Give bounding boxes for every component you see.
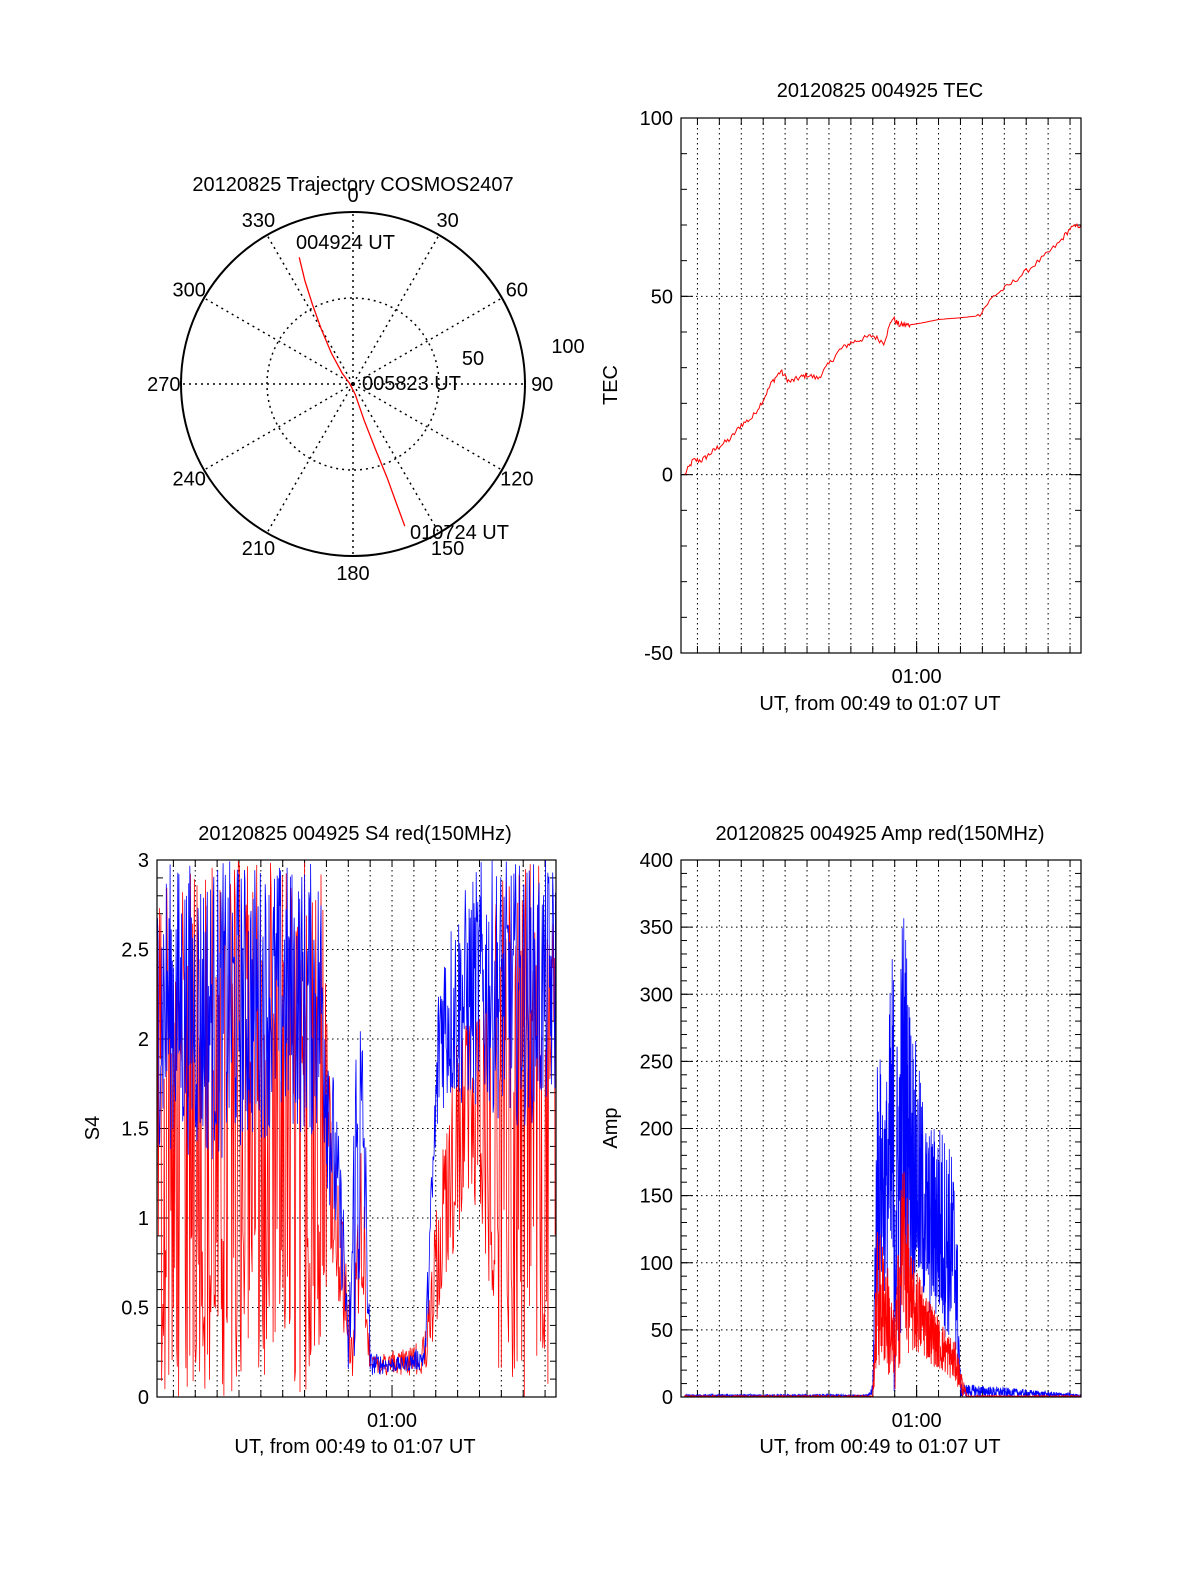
polar-spoke [352,234,440,385]
y-tick-label: 50 [651,286,673,308]
amp-y-axis-label: Amp [600,1107,622,1148]
polar-spoke [352,383,440,534]
polar-grid [180,211,526,557]
y-tick-label: 1 [138,1208,149,1230]
tec-panel: 20120825 004925 TEC TEC UT, from 00:49 t… [600,80,1082,715]
s4-series-group [157,860,556,1397]
polar-outer-ring [180,211,526,557]
polar-spoke [203,297,354,385]
y-tick-label: 1.5 [121,1119,149,1141]
polar-spoke [266,234,354,385]
polar-azimuth-label: 240 [172,469,205,491]
s4-title: 20120825 004925 S4 red(150MHz) [198,823,512,845]
s4-x-axis-label: UT, from 00:49 to 01:07 UT [234,1436,475,1458]
amp-panel: 20120825 004925 Amp red(150MHz) Amp UT, … [600,823,1082,1458]
y-tick-label: 150 [640,1186,673,1208]
s4-panel: 20120825 004925 S4 red(150MHz) S4 UT, fr… [82,823,557,1458]
polar-azimuth-label: 180 [336,563,369,585]
tec-title: 20120825 004925 TEC [777,80,983,102]
y-tick-label: 250 [640,1051,673,1073]
y-tick-label: 100 [640,1253,673,1275]
polar-azimuth-label: 330 [242,210,275,232]
polar-azimuth-label: 150 [431,538,464,560]
polar-trajectory-line [298,257,406,527]
trajectory-panel: 20120825 Trajectory COSMOS2407 0 30 60 90 12… [147,174,585,585]
y-tick-label: 0 [662,1387,673,1409]
polar-spoke [203,383,354,471]
amp-blue-series [684,918,1081,1397]
amp-series-group [684,918,1081,1397]
polar-radial-label-100: 100 [551,336,584,358]
y-tick-label: 2.5 [121,940,149,962]
amp-x-axis-label: UT, from 00:49 to 01:07 UT [759,1436,1000,1458]
polar-azimuth-label: 30 [436,210,458,232]
polar-labels: 0 30 60 90 120 150 180 210 240 270 300 330 50 100 0049… [147,185,585,585]
x-tick-label: 01:00 [367,1410,417,1432]
y-tick-label: 3 [138,850,149,872]
polar-spoke [266,383,354,534]
trajectory-title: 20120825 Trajectory COSMOS2407 [192,174,513,196]
y-tick-label: -50 [644,643,673,665]
polar-radial-label-50: 50 [462,348,484,370]
polar-azimuth-label: 60 [506,279,528,301]
s4-red-series [157,861,556,1397]
polar-track [298,257,406,527]
plot-frame [680,117,1082,654]
y-tick-label: 2 [138,1029,149,1051]
amp-red-series [684,1171,1081,1397]
tec-x-axis-label: UT, from 00:49 to 01:07 UT [759,693,1000,715]
y-tick-label: 0 [662,465,673,487]
polar-azimuth-label: 210 [242,538,275,560]
polar-spoke [352,297,503,385]
y-tick-label: 0.5 [121,1298,149,1320]
tec-series-line [684,222,1082,475]
polar-azimuth-label: 270 [147,374,180,396]
tec-y-axis-label: TEC [600,365,622,405]
s4-y-axis-label: S4 [82,1116,104,1140]
polar-annotation-end: 010724 UT [410,522,509,544]
polar-azimuth-label: 300 [172,279,205,301]
polar-azimuth-label: 90 [531,374,553,396]
s4-plot-area: 0 0.5 1 1.5 2 2.5 3 01:00 [121,850,557,1432]
y-tick-label: 300 [640,984,673,1006]
amp-title: 20120825 004925 Amp red(150MHz) [715,823,1044,845]
y-tick-label: 400 [640,850,673,872]
amp-plot-area: 0 50 100 150 200 250 300 350 400 01:00 [640,850,1082,1432]
y-tick-label: 0 [138,1387,149,1409]
polar-azimuth-label: 120 [500,469,533,491]
polar-spoke [352,383,503,471]
polar-annotation-start: 004924 UT [296,232,395,254]
plot-frame [680,859,1082,1398]
y-tick-label: 350 [640,917,673,939]
polar-azimuth-label: 0 [347,185,358,207]
y-tick-label: 200 [640,1119,673,1141]
x-tick-label: 01:00 [892,1410,942,1432]
y-tick-label: 50 [651,1320,673,1342]
tec-plot-area: -50 0 50 100 01:00 [640,108,1082,688]
plot-frame [156,859,557,1398]
y-tick-label: 100 [640,108,673,130]
x-tick-label: 01:00 [892,666,942,688]
polar-annotation-mid: 005823 UT [362,373,461,395]
s4-blue-series [157,860,556,1375]
